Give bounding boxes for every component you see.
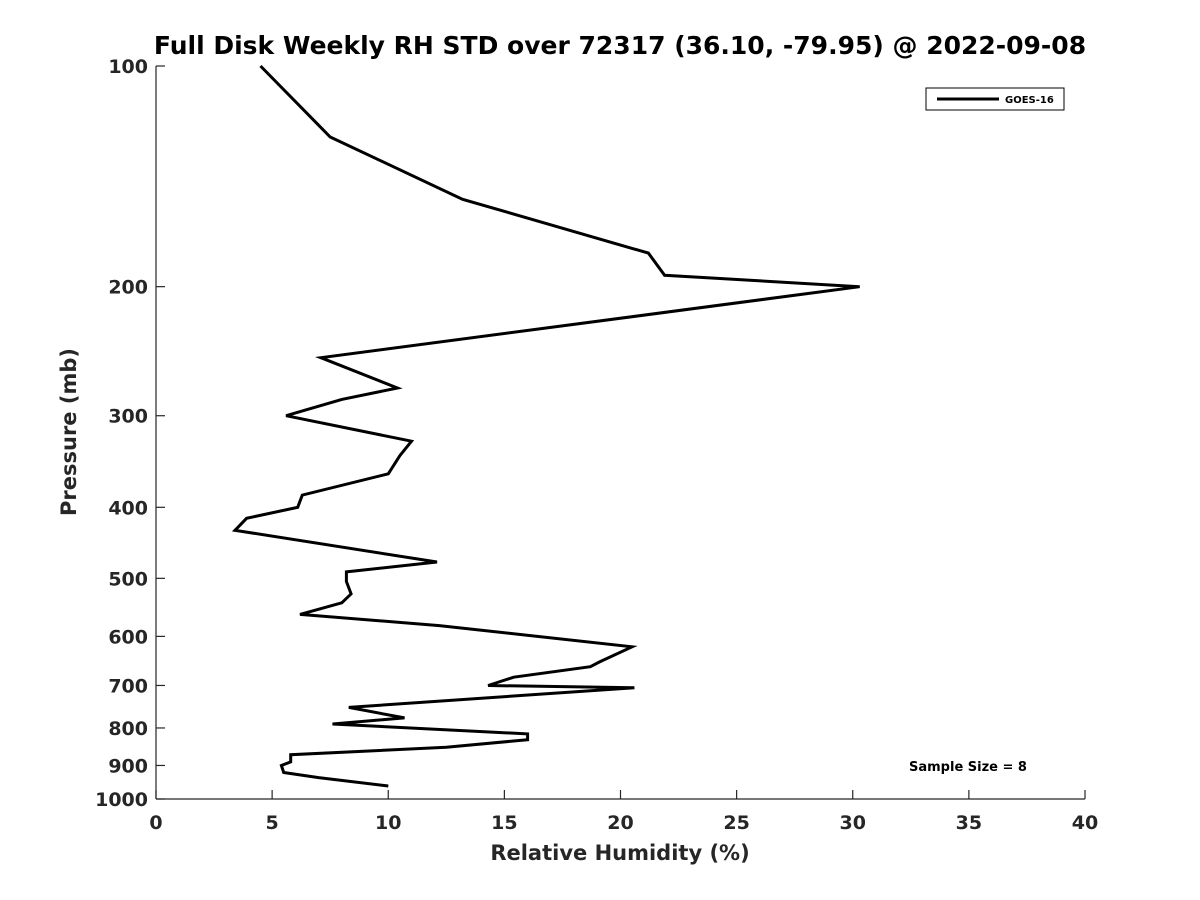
- x-tick-label: 0: [149, 812, 162, 834]
- x-tick-label: 25: [723, 812, 749, 834]
- x-tick-label: 5: [266, 812, 279, 834]
- series-line-goes-16: [231, 64, 860, 788]
- y-tick-label: 500: [108, 568, 148, 590]
- legend-entry-goes-16: GOES-16: [1005, 95, 1054, 106]
- y-axis: 100 200 300 400 500 600 700 800 900 1000: [95, 56, 165, 811]
- chart-title: Full Disk Weekly RH STD over 72317 (36.1…: [154, 31, 1086, 60]
- x-tick-label: 20: [607, 812, 633, 834]
- y-tick-label: 600: [108, 626, 148, 648]
- x-tick-label: 40: [1072, 812, 1098, 834]
- y-tick-label: 300: [108, 406, 148, 428]
- y-tick-label: 200: [108, 277, 148, 299]
- x-tick-label: 15: [491, 812, 517, 834]
- series-layer: [231, 64, 860, 788]
- plot-area: [156, 66, 1085, 799]
- x-tick-label: 30: [840, 812, 866, 834]
- sample-size-annotation: Sample Size = 8: [909, 760, 1027, 775]
- y-tick-label: 100: [108, 56, 148, 78]
- y-tick-label: 900: [108, 755, 148, 777]
- x-tick-label: 10: [375, 812, 401, 834]
- x-axis: 0 5 10 15 20 25 30 35 40: [149, 790, 1098, 834]
- y-tick-label: 700: [108, 675, 148, 697]
- y-tick-label: 1000: [95, 789, 148, 811]
- y-axis-label: Pressure (mb): [57, 348, 81, 516]
- x-axis-label: Relative Humidity (%): [490, 841, 749, 865]
- x-tick-label: 35: [956, 812, 982, 834]
- y-tick-label: 400: [108, 497, 148, 519]
- legend: GOES-16: [925, 87, 1065, 111]
- y-tick-label: 800: [108, 718, 148, 740]
